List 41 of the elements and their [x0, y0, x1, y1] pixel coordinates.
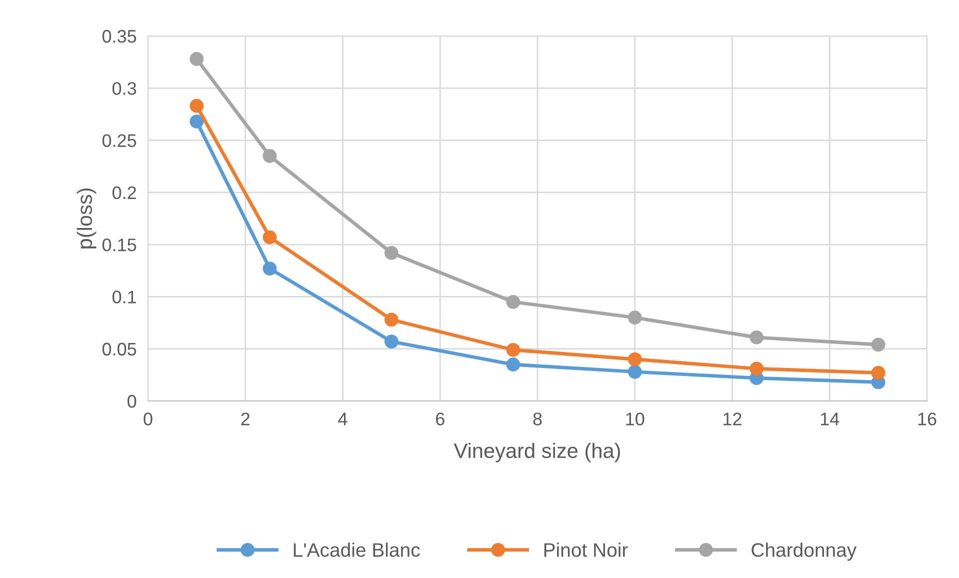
point	[262, 262, 277, 276]
legend-label: Pinot Noir	[544, 542, 628, 557]
x-tick-label: 10	[626, 412, 644, 426]
y-tick-label: 0.05	[102, 342, 136, 356]
point	[262, 230, 277, 244]
point	[750, 362, 764, 376]
point	[628, 352, 642, 366]
point	[506, 342, 520, 357]
y-tick-label: 0.35	[102, 30, 136, 43]
y-tick-label: 0.15	[102, 238, 136, 252]
y-tick-label: 0.2	[112, 186, 136, 200]
x-tick-label: 14	[820, 412, 840, 426]
point	[628, 310, 642, 325]
point	[628, 364, 642, 379]
x-tick-label: 12	[724, 412, 742, 426]
y-tick-label: 0.3	[112, 82, 136, 95]
point	[871, 338, 886, 352]
point	[384, 246, 398, 260]
x-tick-label: 6	[436, 412, 444, 426]
point	[262, 148, 277, 163]
point	[384, 334, 398, 348]
legend-label: Chardonnay	[752, 542, 857, 561]
y-tick-label: 0	[128, 394, 136, 408]
x-tick-label: 0	[144, 412, 152, 426]
point	[506, 294, 520, 309]
x-tick-label: 8	[533, 412, 542, 426]
x-tick-label: 2	[241, 412, 250, 426]
y-axis-title: p(loss)	[76, 188, 96, 248]
y-tick-label: 0.1	[112, 290, 136, 304]
point	[506, 358, 520, 372]
x-axis-title: Vineyard size (ha)	[454, 442, 620, 462]
x-tick-label: 4	[338, 412, 348, 426]
point	[190, 114, 204, 128]
point	[384, 312, 398, 327]
point	[190, 52, 204, 66]
point	[750, 330, 764, 344]
legend-label: L'Acadie Blanc	[294, 542, 420, 557]
y-tick-label: 0.25	[102, 134, 136, 148]
x-tick-label: 16	[918, 412, 936, 426]
point	[190, 98, 204, 113]
point	[871, 366, 886, 380]
